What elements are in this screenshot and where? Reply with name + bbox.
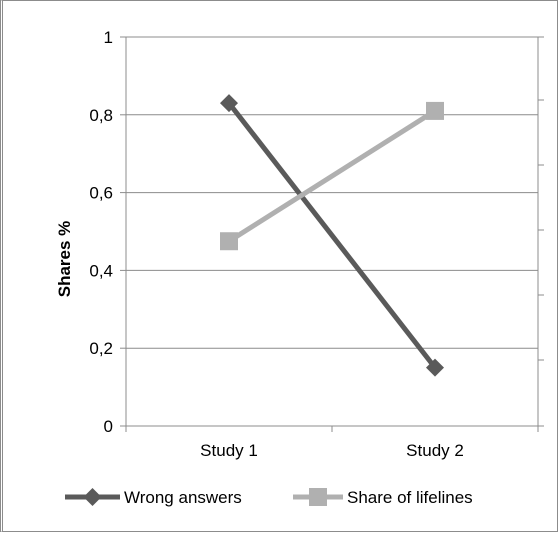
legend-item-share-of-lifelines: Share of lifelines [293, 488, 473, 507]
line-chart: 0 0,2 0,4 0,6 0,8 1 Study 1 Study 2 Shares % Wr… [55, 28, 544, 507]
legend: Wrong answers Share of lifelines [65, 488, 473, 507]
wrong-answers-point [426, 358, 444, 377]
y-tick-label: 0,4 [89, 261, 113, 280]
x-tick-label: Study 2 [406, 441, 464, 460]
share-of-lifelines-line [227, 108, 437, 244]
gridlines [126, 36, 538, 349]
legend-label: Wrong answers [124, 488, 242, 507]
y-tick-label: 0 [104, 417, 113, 436]
legend-swatch-marker [309, 488, 327, 506]
axes [120, 36, 544, 432]
series-lines [220, 94, 444, 377]
legend-item-wrong-answers: Wrong answers [65, 488, 242, 507]
x-tick-label: Study 1 [200, 441, 258, 460]
y-axis-title: Shares % [55, 221, 74, 298]
y-tick-label: 0,2 [89, 339, 113, 358]
legend-swatch-marker [83, 488, 102, 506]
wrong-answers-point [220, 94, 238, 113]
legend-label: Share of lifelines [347, 488, 473, 507]
y-tick-label: 1 [104, 28, 113, 47]
y-tick-label: 0,8 [89, 106, 113, 125]
tick-labels: 0 0,2 0,4 0,6 0,8 1 Study 1 Study 2 [89, 28, 463, 460]
share-of-lifelines-point [426, 101, 444, 120]
wrong-answers-line [227, 101, 437, 370]
y-tick-label: 0,6 [89, 184, 113, 203]
share-of-lifelines-point [220, 232, 238, 251]
